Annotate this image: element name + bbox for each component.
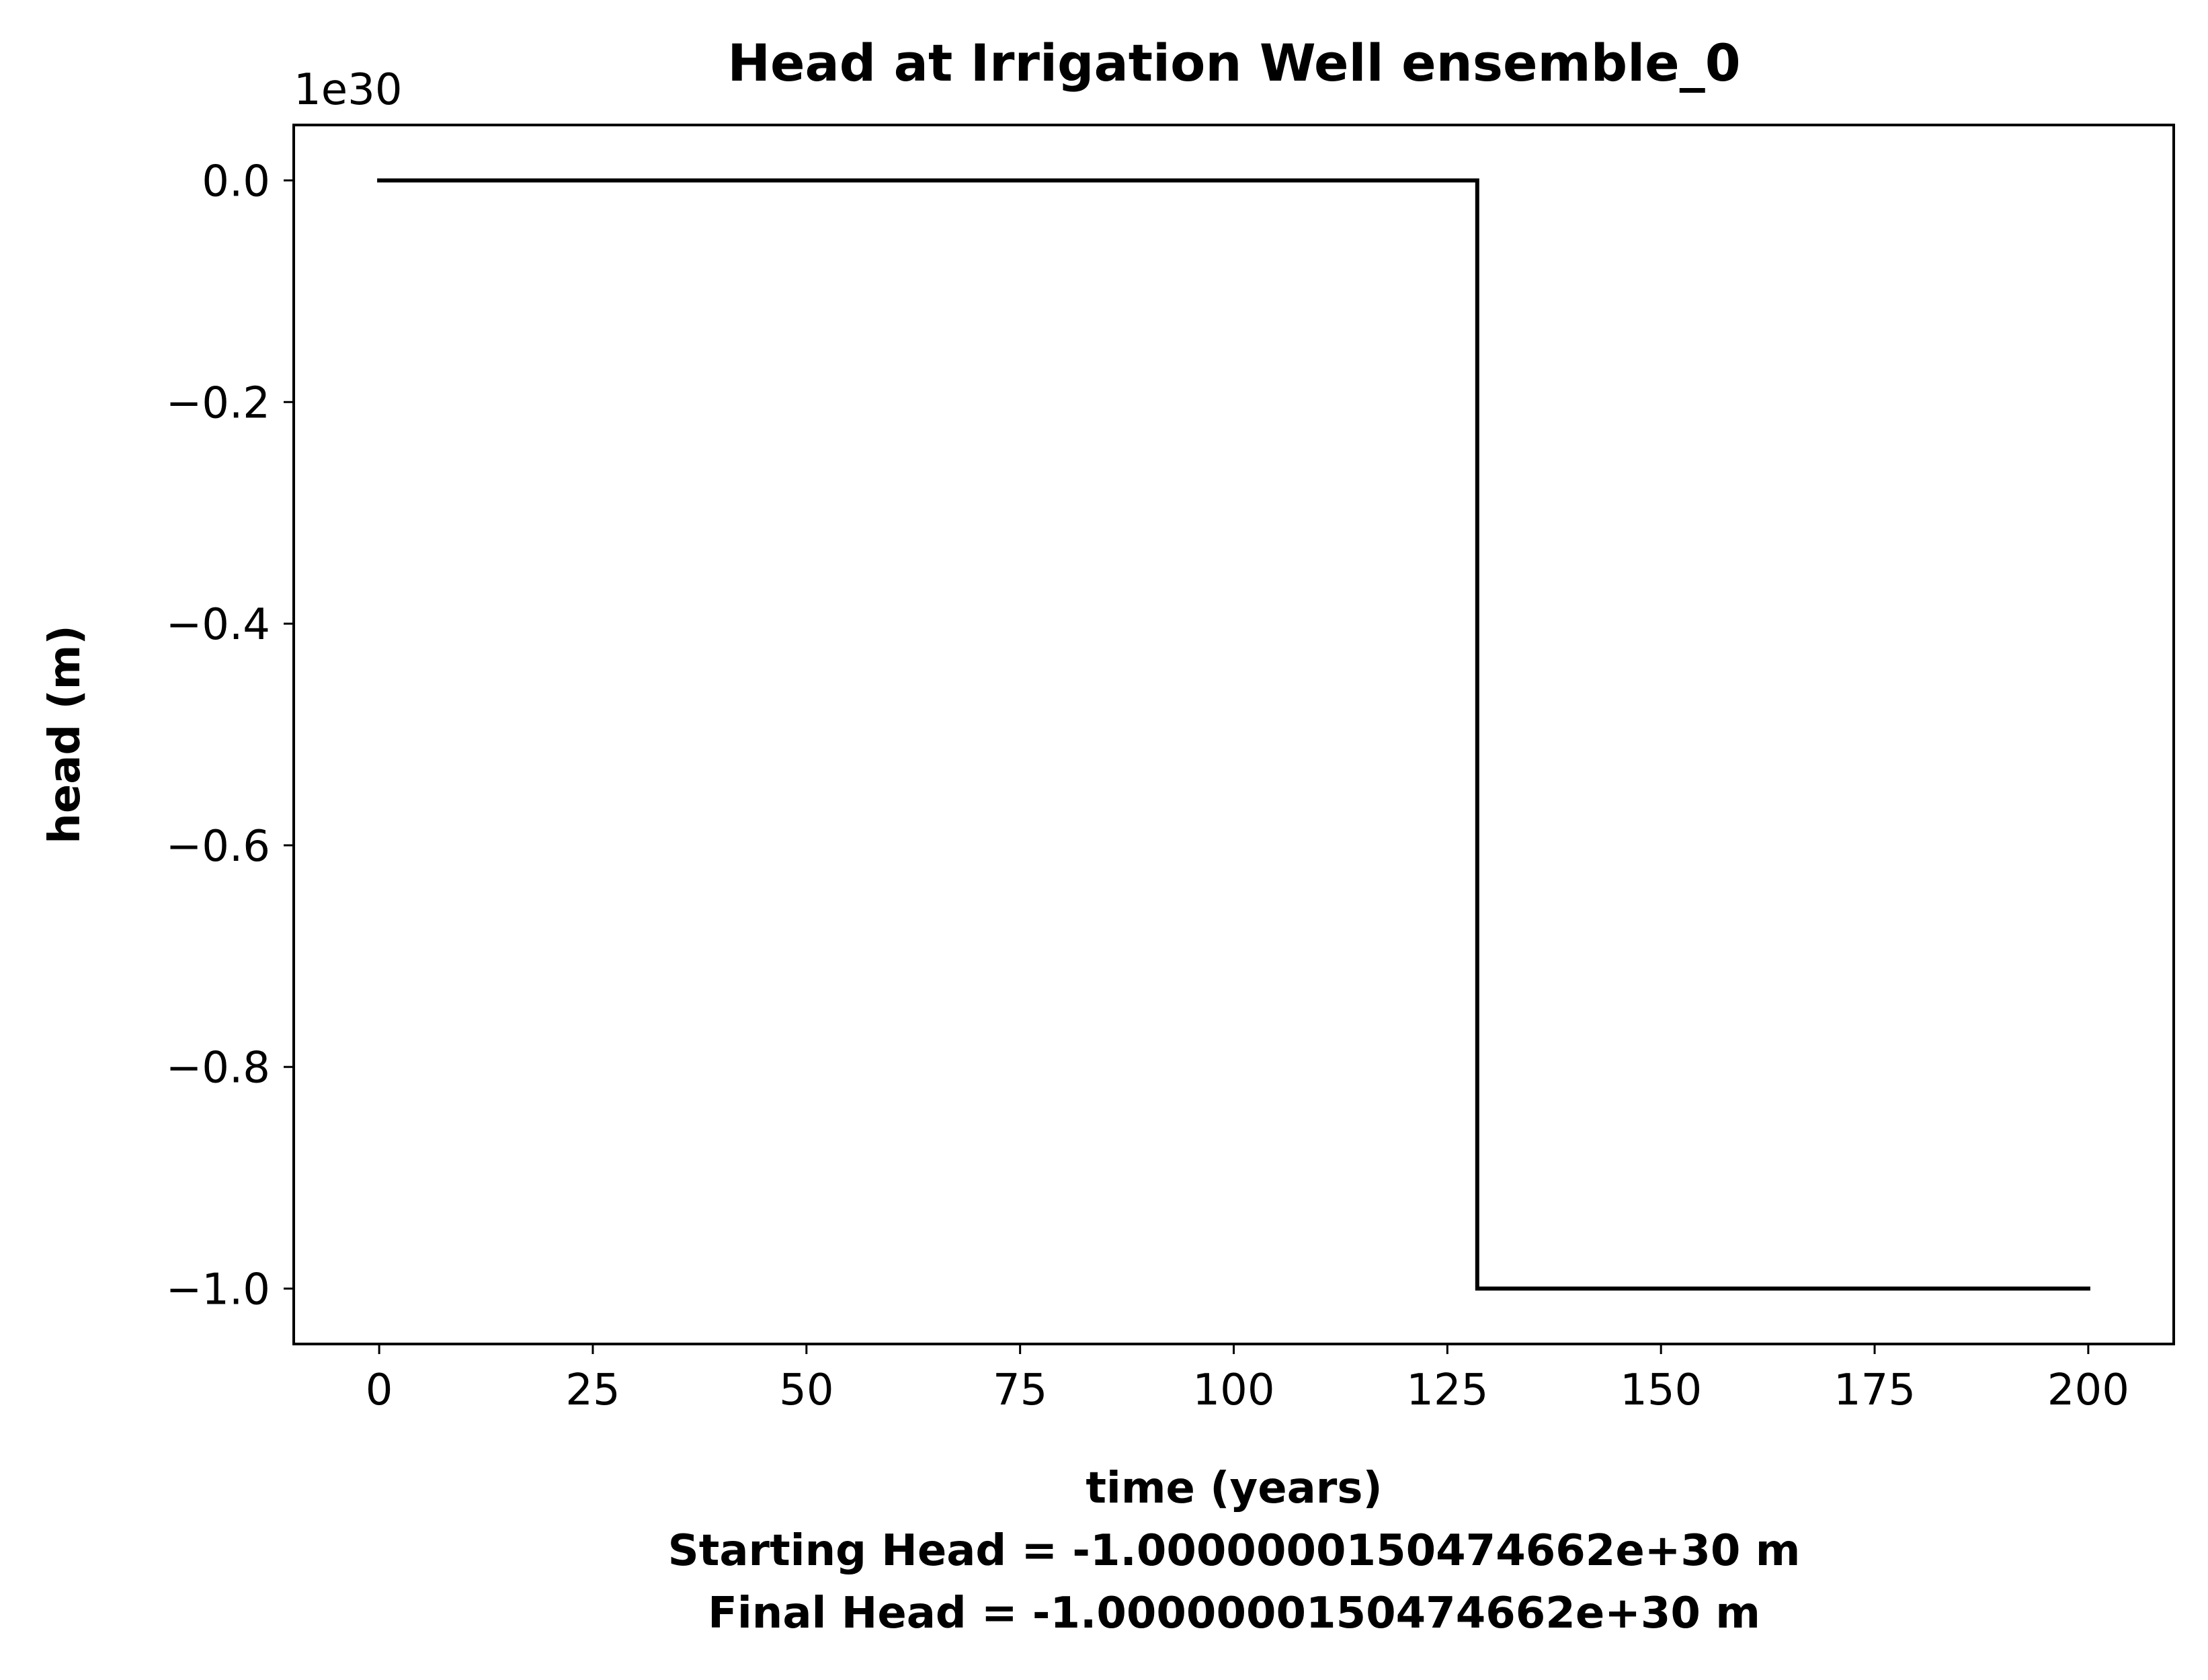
ticks-layer: 0 25 50 75 100 125 150 175 200 0.0 −0.2 −0.4 −0.6 −0.… [166, 157, 2129, 1415]
y-tick-label: −0.8 [166, 1044, 270, 1093]
y-axis-label: head (m) [40, 625, 90, 843]
x-tick-label: 125 [1406, 1366, 1488, 1415]
x-tick-label: 25 [565, 1366, 620, 1415]
y-tick-label: −0.6 [166, 822, 270, 872]
x-tick-label: 75 [993, 1366, 1047, 1415]
y-tick-label: −1.0 [166, 1265, 270, 1315]
x-tick-label: 50 [779, 1366, 833, 1415]
y-offset-label: 1e30 [294, 65, 403, 115]
series-layer [377, 178, 2090, 1291]
x-tick-label: 100 [1192, 1366, 1274, 1415]
x-tick-label: 0 [366, 1366, 393, 1415]
x-axis-label: time (years) [1086, 1464, 1382, 1513]
x-tick-label: 200 [2047, 1366, 2129, 1415]
final-head-caption: Final Head = -1.0000000150474662e+30 m [708, 1589, 1760, 1638]
y-tick-label: −0.2 [166, 378, 270, 428]
y-tick-label: −0.4 [166, 600, 270, 650]
x-tick-label: 150 [1620, 1366, 1702, 1415]
y-tick-label: 0.0 [202, 157, 270, 206]
chart-title: Head at Irrigation Well ensemble_0 [727, 33, 1740, 93]
x-tick-label: 175 [1834, 1366, 1916, 1415]
head-series-line [377, 178, 2090, 1291]
plot-frame [292, 124, 2175, 1345]
starting-head-caption: Starting Head = -1.0000000150474662e+30 … [668, 1526, 1801, 1576]
